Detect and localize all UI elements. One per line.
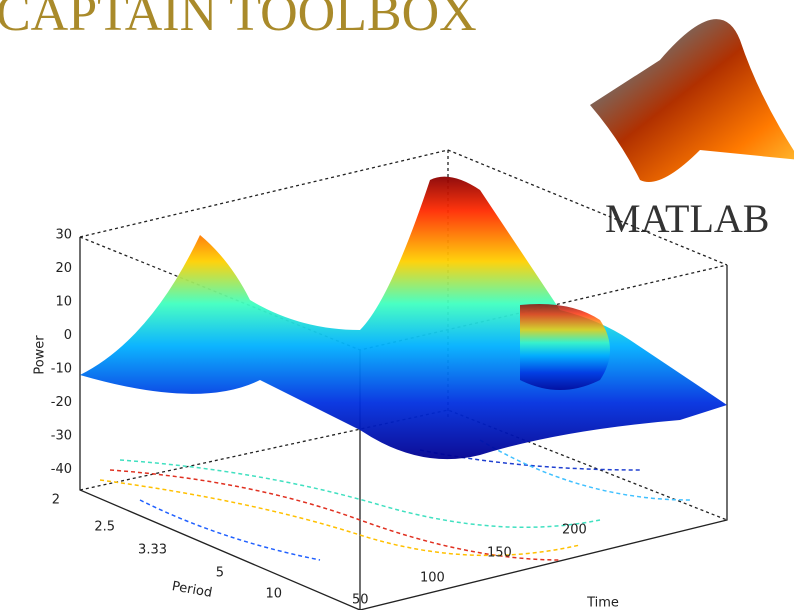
z-tick-label: -10 <box>51 362 72 377</box>
x-tick-label: 2.5 <box>94 520 115 535</box>
logo-shape <box>590 19 794 182</box>
z-tick-label: -40 <box>51 462 72 477</box>
z-tick-label: 0 <box>64 328 72 343</box>
x-tick-label: 3.33 <box>138 543 167 558</box>
logo-text: MATLAB <box>605 196 769 241</box>
y-label: Time <box>586 596 619 610</box>
z-tick-label: -20 <box>51 395 72 410</box>
y-tick-label: 200 <box>562 523 587 538</box>
x-label: Period <box>171 579 214 601</box>
x-tick-label: 2 <box>52 493 60 508</box>
contours <box>100 440 690 560</box>
page: CAPTAIN TOOLBOX MATLAB Power Period Time… <box>0 0 794 610</box>
y-tick-label: 50 <box>352 593 369 608</box>
z-tick-label: 20 <box>55 261 72 276</box>
z-label: Power <box>33 335 48 375</box>
z-tick-label: 10 <box>55 295 72 310</box>
surface-ridge <box>520 304 610 390</box>
figure: CAPTAIN TOOLBOX MATLAB Power Period Time… <box>0 0 794 610</box>
x-tick-label: 10 <box>265 587 282 602</box>
z-tick-label: 30 <box>55 228 72 243</box>
y-tick-label: 150 <box>487 546 512 561</box>
z-tick-label: -30 <box>51 429 72 444</box>
title: CAPTAIN TOOLBOX <box>0 0 477 42</box>
y-tick-label: 100 <box>420 571 445 586</box>
x-tick-label: 5 <box>216 566 224 581</box>
